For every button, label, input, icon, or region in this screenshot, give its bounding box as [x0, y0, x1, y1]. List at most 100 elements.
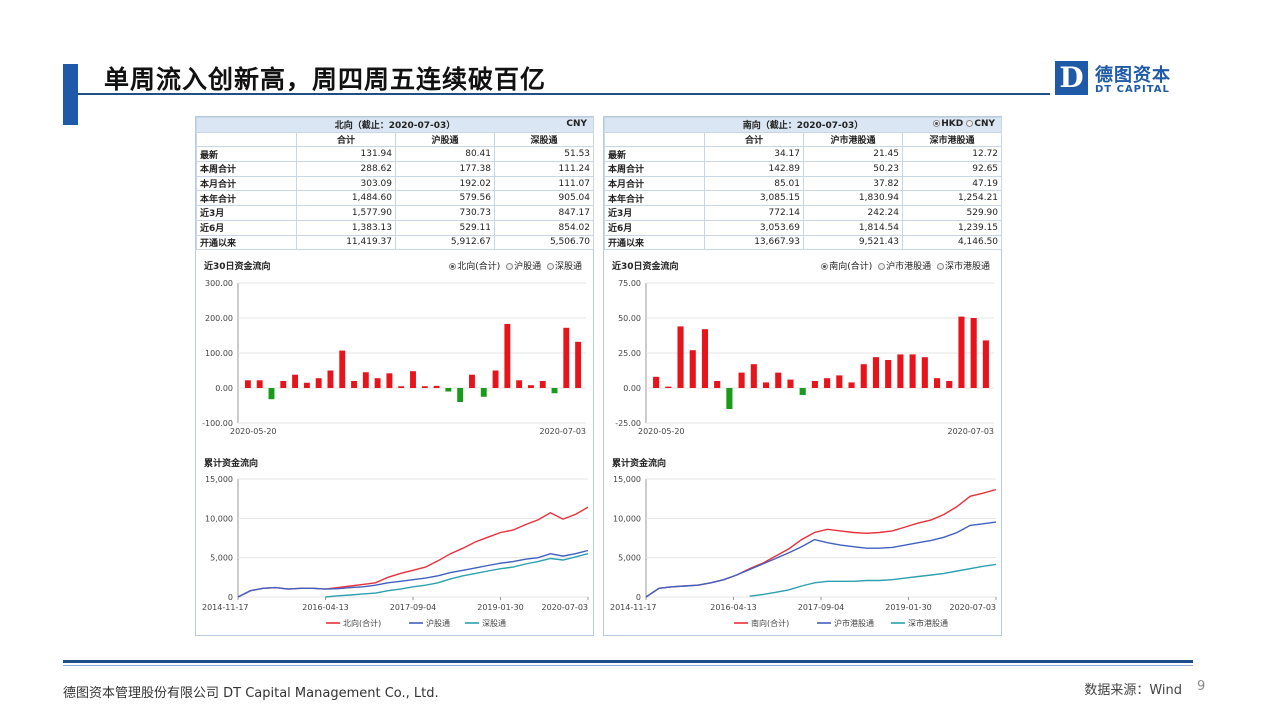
north-series-selector: 北向(合计) 沪股通 深股通 — [449, 259, 585, 272]
bar — [933, 378, 941, 388]
southbound-table: 南向（截止：2020-07-03） HKD CNY 合计 沪市港股通 深市港股通… — [603, 117, 1003, 251]
bar — [824, 378, 831, 388]
bar — [982, 340, 989, 388]
bar — [280, 381, 287, 388]
table-cell: 303.09 — [296, 175, 396, 192]
y-tick-label: 0 — [636, 593, 641, 602]
title-divider — [78, 93, 1050, 95]
radio-selected-icon[interactable] — [933, 120, 941, 127]
radio-unselected-icon[interactable] — [936, 263, 944, 270]
table-cell: 192.02 — [395, 175, 495, 192]
row-label: 近6月 — [604, 219, 705, 236]
table-cell: 51.53 — [493, 146, 595, 163]
legend-label: 沪市港股通 — [834, 618, 874, 628]
table-cell: 80.41 — [395, 146, 495, 163]
table-cell: 50.23 — [803, 161, 903, 177]
column-header — [604, 131, 705, 148]
table-cell: 854.02 — [493, 219, 595, 236]
series-option[interactable]: 南向(合计) — [829, 262, 873, 272]
table-cell: 1,239.15 — [901, 219, 1003, 236]
bar — [775, 372, 782, 388]
series-option[interactable]: 深市港股通 — [944, 262, 990, 272]
footer-divider — [63, 660, 1193, 663]
footer-source: 数据来源：Wind — [1084, 683, 1182, 698]
column-header: 深市港股通 — [901, 131, 1003, 148]
bar — [492, 370, 499, 388]
x-tick-label: 2014-11-17 — [610, 603, 657, 612]
radio-selected-icon[interactable] — [449, 263, 457, 270]
radio-unselected-icon[interactable] — [506, 263, 514, 270]
bar — [970, 318, 977, 388]
radio-selected-icon[interactable] — [821, 263, 829, 270]
bar — [738, 372, 745, 388]
southbound-currency-selector: HKD CNY — [933, 119, 995, 129]
bar — [885, 360, 892, 388]
table-cell: 177.38 — [395, 161, 495, 177]
bar — [327, 370, 334, 388]
column-header: 合计 — [296, 131, 396, 148]
table-cell: 1,383.13 — [296, 219, 396, 236]
x-tick-label: 2016-04-13 — [302, 603, 349, 612]
column-header: 深股通 — [493, 131, 595, 148]
table-cell: 529.90 — [901, 205, 1003, 221]
bar — [457, 388, 464, 402]
southbound-caption: 南向（截止：2020-07-03） — [742, 121, 864, 132]
bar — [339, 350, 346, 388]
currency-option[interactable]: CNY — [974, 119, 996, 129]
series-option[interactable]: 深股通 — [554, 262, 582, 272]
table-row: 近3月 772.14 242.24 529.90 — [604, 205, 1003, 221]
row-label: 本月合计 — [604, 175, 705, 192]
series-line — [237, 506, 589, 598]
row-label: 开通以来 — [604, 234, 705, 251]
table-cell: 12.72 — [901, 146, 1003, 163]
table-cell: 242.24 — [803, 205, 903, 221]
table-cell: 1,830.94 — [803, 190, 903, 207]
table-cell: 5,506.70 — [493, 234, 595, 251]
series-option[interactable]: 沪股通 — [514, 262, 542, 272]
table-cell: 92.65 — [901, 161, 1003, 177]
radio-unselected-icon[interactable] — [966, 120, 974, 127]
table-cell: 131.94 — [296, 146, 396, 163]
footer-company: 德图资本管理股份有限公司 DT Capital Management Co., … — [63, 686, 439, 701]
table-row: 近6月 1,383.13 529.11 854.02 — [196, 219, 595, 236]
legend-label: 沪股通 — [426, 618, 450, 628]
series-option[interactable]: 沪市港股通 — [886, 262, 932, 272]
bar — [303, 382, 310, 388]
table-row: 本周合计 142.89 50.23 92.65 — [604, 161, 1003, 177]
bar — [445, 388, 452, 392]
y-tick-label: 15,000 — [613, 475, 641, 484]
table-cell: 37.82 — [803, 175, 903, 192]
southbound-panel: 南向（截止：2020-07-03） HKD CNY 合计 沪市港股通 深市港股通… — [603, 116, 1003, 636]
y-tick-label: 300.00 — [205, 279, 233, 288]
series-line — [749, 563, 997, 597]
bar — [750, 364, 757, 388]
x-tick-label: 2020-07-03 — [948, 427, 995, 436]
bar — [848, 382, 855, 388]
table-cell: 772.14 — [704, 205, 804, 221]
title-accent-bar — [63, 64, 78, 125]
x-tick-label: 2017-09-04 — [390, 603, 437, 612]
currency-option[interactable]: HKD — [941, 119, 964, 129]
y-tick-label: 0.00 — [215, 384, 233, 393]
x-tick-label: 2019-01-30 — [477, 603, 524, 612]
y-tick-label: 100.00 — [205, 349, 233, 358]
table-row: 近3月 1,577.90 730.73 847.17 — [196, 205, 595, 221]
table-row: 本周合计 288.62 177.38 111.24 — [196, 161, 595, 177]
row-label: 本年合计 — [604, 190, 705, 207]
x-tick-label: 2020-05-20 — [230, 427, 277, 436]
table-row: 本月合计 303.09 192.02 111.07 — [196, 175, 595, 192]
radio-unselected-icon[interactable] — [878, 263, 886, 270]
column-header: 沪股通 — [395, 131, 495, 148]
series-option[interactable]: 北向(合计) — [457, 262, 501, 272]
table-row: 本年合计 1,484.60 579.56 905.04 — [196, 190, 595, 207]
x-tick-label: 2019-01-30 — [885, 603, 932, 612]
table-cell: 1,577.90 — [296, 205, 396, 221]
y-tick-label: -25.00 — [615, 419, 641, 428]
table-cell: 3,085.15 — [704, 190, 804, 207]
bar — [469, 374, 475, 388]
north-line-chart-title: 累计资金流向 — [204, 459, 259, 469]
y-tick-label: 25.00 — [618, 349, 641, 358]
radio-unselected-icon[interactable] — [546, 263, 554, 270]
